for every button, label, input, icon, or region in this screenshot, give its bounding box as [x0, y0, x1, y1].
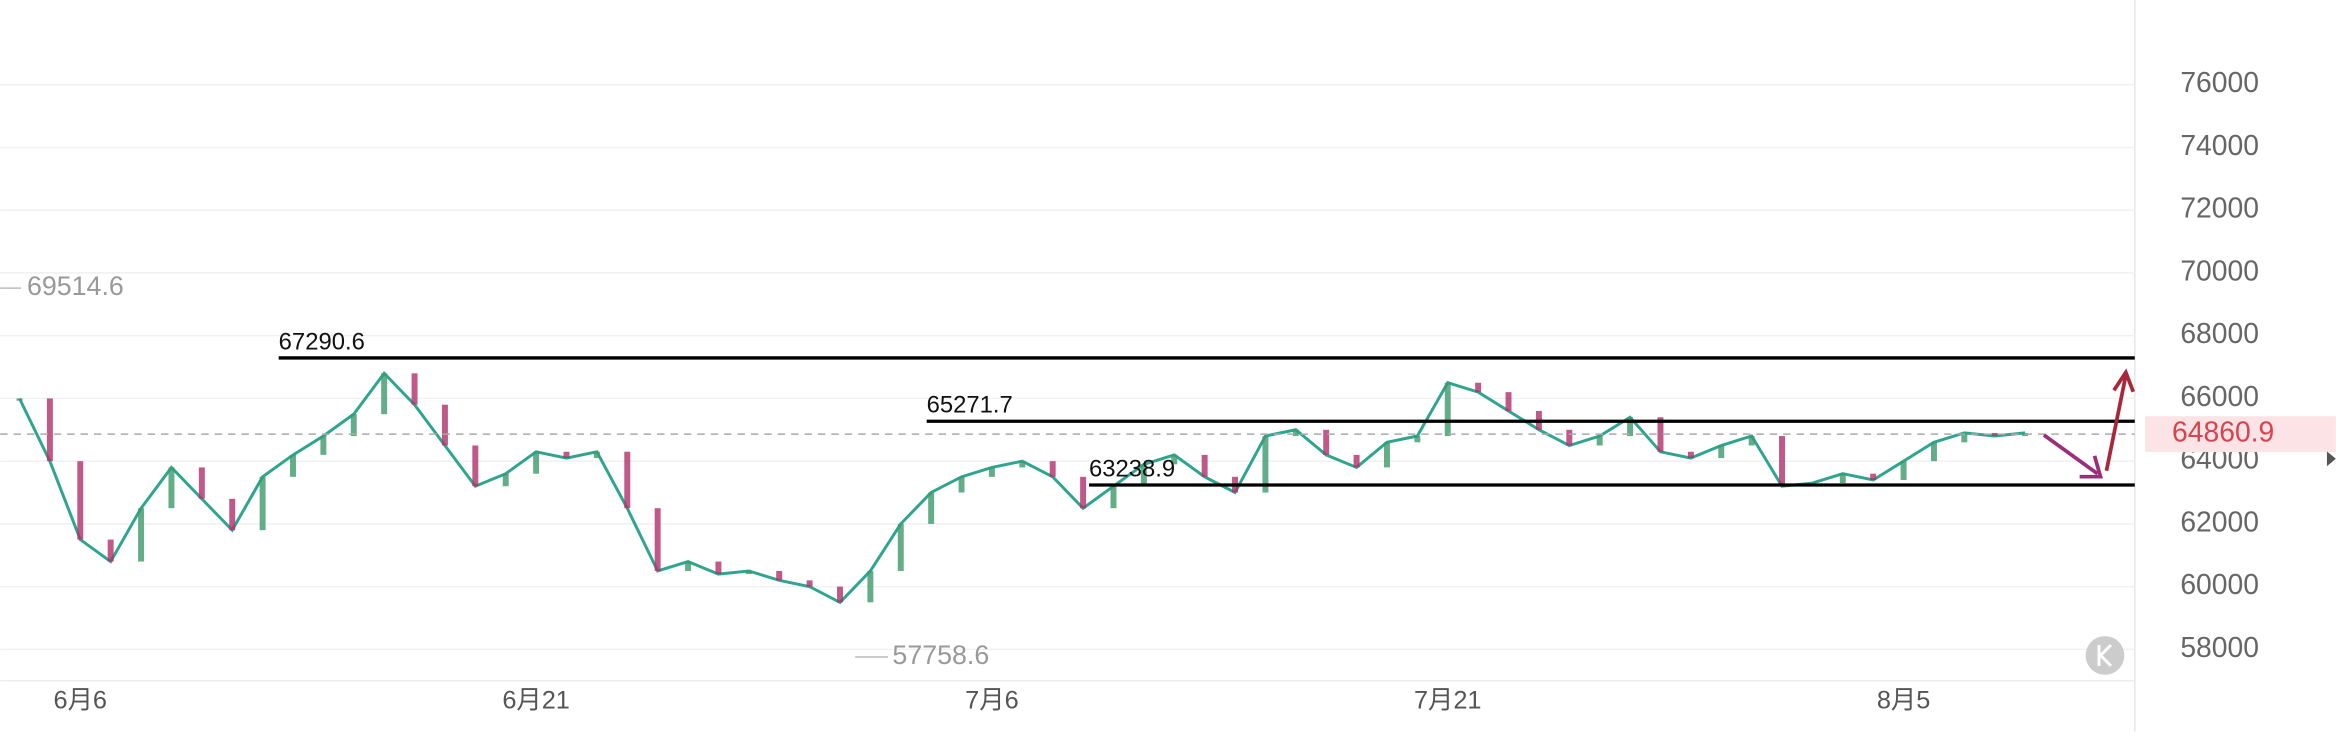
candle: [198, 467, 205, 499]
watermark-glyph: [2097, 643, 2112, 667]
candle: [1505, 392, 1512, 411]
candle: [1566, 429, 1573, 446]
candle: [1171, 454, 1178, 465]
candle: [1019, 461, 1026, 468]
candle: [837, 586, 843, 603]
plot: [16, 371, 2029, 605]
candle: [1961, 432, 1968, 443]
candle: [958, 476, 965, 493]
candle: [867, 570, 874, 603]
grid: 5800060000620006400066000680007000072000…: [0, 66, 2259, 714]
high-label: 69514.6: [27, 271, 124, 301]
candle: [1748, 436, 1755, 446]
candle: [1657, 417, 1664, 452]
annotations: 67290.6 65271.7 63238.9 64860.9 69514.6 57758…: [0, 271, 2336, 670]
down-arrow: [2042, 433, 2099, 476]
candle: [1110, 486, 1117, 509]
candle: [138, 508, 145, 562]
candle: [1444, 382, 1451, 437]
candle: [1718, 445, 1725, 459]
candle: [441, 404, 448, 446]
candle: [290, 454, 296, 477]
y-tick-label: 62000: [2180, 505, 2259, 537]
candle: [988, 467, 995, 477]
level-label: 67290.6: [279, 328, 365, 355]
candle: [806, 580, 813, 587]
candle: [1779, 436, 1786, 487]
y-tick-label: 70000: [2180, 254, 2259, 286]
candle: [229, 498, 236, 531]
candle: [745, 570, 752, 575]
candle: [1627, 417, 1634, 437]
candle: [624, 451, 631, 509]
candle: [685, 561, 692, 571]
candle: [654, 508, 661, 571]
candle: [472, 445, 479, 487]
down-arrow-head: [2079, 455, 2103, 479]
candle: [1262, 436, 1269, 493]
candle: [897, 523, 904, 571]
candle: [1353, 454, 1360, 468]
candle: [1049, 461, 1056, 477]
candle: [46, 398, 53, 462]
candle: [411, 373, 418, 405]
last-price-box: [2145, 416, 2336, 453]
candle: [1201, 454, 1208, 477]
up-arrow-head: [2112, 368, 2136, 393]
x-tick-label: 7月21: [1414, 686, 1482, 714]
candle: [320, 436, 327, 455]
candle: [77, 461, 84, 540]
watermark-icon: [2085, 636, 2125, 675]
candle: [107, 539, 114, 562]
forecast-arrows: [2042, 368, 2136, 479]
y-tick-label: 76000: [2180, 66, 2259, 98]
candle: [1687, 451, 1694, 459]
candle: [563, 451, 570, 459]
y-tick-label: 68000: [2180, 317, 2259, 349]
candle: [1839, 473, 1846, 484]
y-tick-label: 74000: [2180, 129, 2259, 161]
y-tick-label: 60000: [2180, 568, 2259, 600]
candle: [1414, 436, 1421, 443]
level-label: 63238.9: [1089, 455, 1175, 482]
candle: [1930, 442, 1937, 462]
up-arrow: [2104, 375, 2128, 472]
candle: [168, 467, 175, 509]
y-tick-label: 58000: [2180, 631, 2259, 663]
candle: [1475, 382, 1482, 393]
candle: [776, 570, 783, 581]
candle: [502, 473, 509, 487]
candle: [16, 398, 23, 401]
level-label: 65271.7: [927, 392, 1013, 419]
candle: [928, 492, 935, 524]
x-tick-label: 6月21: [502, 686, 570, 714]
y-tick-label: 66000: [2180, 380, 2259, 412]
candle: [1292, 429, 1299, 437]
candle: [1596, 436, 1603, 446]
candle: [533, 451, 540, 474]
x-tick-label: 6月6: [54, 686, 107, 714]
candle: [259, 476, 266, 531]
candle: [593, 451, 600, 459]
candle: [350, 414, 357, 437]
y-tick-label: 72000: [2180, 192, 2259, 224]
scroll-arrow[interactable]: [2326, 451, 2336, 467]
last-price-label: 64860.9: [2172, 416, 2274, 448]
x-tick-label: 7月6: [965, 686, 1018, 714]
candle: [1900, 461, 1907, 480]
candle: [1991, 432, 1998, 437]
candle: [1140, 464, 1147, 487]
candle: [1323, 429, 1330, 455]
candle: [381, 373, 388, 415]
low-label: 57758.6: [892, 640, 989, 670]
candle: [715, 561, 722, 575]
x-tick-label: 8月5: [1877, 686, 1930, 714]
candle: [1383, 442, 1390, 468]
candle: [1080, 476, 1087, 509]
candle: [1870, 473, 1877, 480]
